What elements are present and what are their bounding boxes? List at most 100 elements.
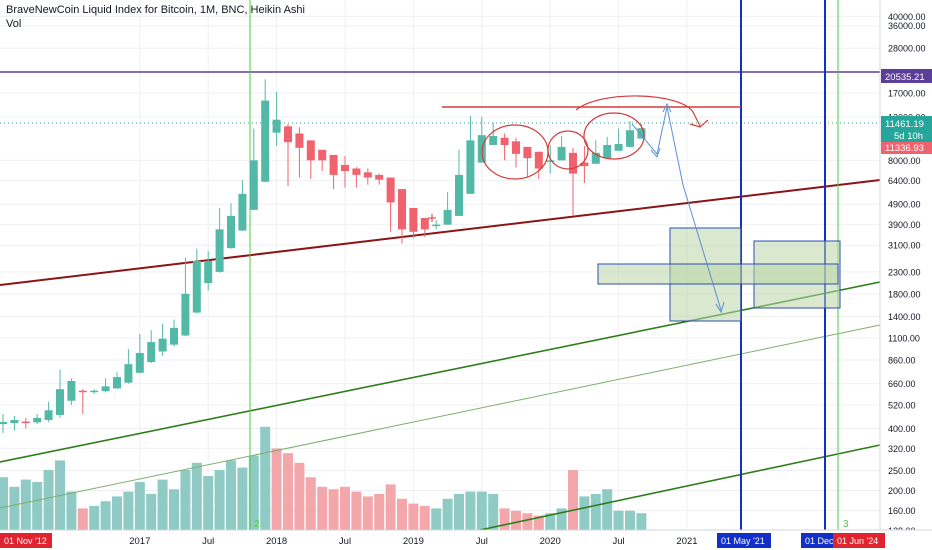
candle-body bbox=[626, 130, 634, 147]
candle-body bbox=[101, 386, 110, 392]
price-axis-label: 400.00 bbox=[888, 424, 916, 434]
volume-bar bbox=[408, 503, 419, 530]
candle-body bbox=[249, 160, 258, 210]
candle-body bbox=[78, 390, 87, 393]
projection-arc bbox=[575, 95, 709, 128]
volume-bar bbox=[579, 496, 590, 530]
candle-body bbox=[238, 193, 247, 231]
volume-bar bbox=[522, 513, 533, 530]
time-flag-bg bbox=[801, 533, 835, 548]
volume-bar bbox=[226, 460, 236, 530]
volume-bar bbox=[556, 508, 567, 530]
time-flag: 01 Nov '12 bbox=[4, 536, 47, 546]
price-axis-label: 8000.00 bbox=[888, 156, 921, 166]
candle-body bbox=[352, 168, 361, 175]
candle-body bbox=[181, 293, 190, 336]
volume-bar bbox=[499, 508, 510, 530]
price-axis-label: 520.00 bbox=[888, 400, 916, 410]
volume-bar bbox=[397, 498, 407, 530]
volume-bar bbox=[146, 494, 157, 530]
candle-body bbox=[500, 137, 509, 145]
volume-bar bbox=[66, 491, 77, 530]
volume-bar bbox=[431, 508, 442, 530]
price-axis-label: 11336.93 bbox=[885, 143, 924, 154]
volume-bar bbox=[203, 476, 214, 530]
price-axis-label: 20535.21 bbox=[885, 72, 925, 83]
volume-bar bbox=[214, 470, 225, 530]
volume-bar bbox=[305, 477, 316, 530]
candle-body bbox=[637, 128, 646, 139]
candle-body bbox=[569, 152, 577, 174]
time-axis-label: Jul bbox=[476, 536, 488, 547]
volume-bar bbox=[89, 506, 100, 530]
candle-body bbox=[523, 146, 532, 159]
volume-bar bbox=[419, 506, 430, 530]
candle-body bbox=[44, 410, 53, 420]
volume-bar bbox=[590, 494, 601, 530]
candle-body bbox=[341, 164, 349, 172]
price-axis-label: 660.00 bbox=[888, 379, 916, 389]
chart-title: BraveNewCoin Liquid Index for Bitcoin, 1… bbox=[6, 4, 305, 16]
volume-bar bbox=[134, 482, 145, 530]
volume-bar bbox=[43, 470, 54, 530]
candle-body bbox=[158, 338, 167, 352]
volume-bar bbox=[636, 513, 647, 530]
volume-bar bbox=[0, 477, 8, 530]
volume-bar bbox=[340, 486, 350, 530]
volume-bar bbox=[465, 491, 476, 530]
volume-bar bbox=[374, 494, 385, 530]
time-flag-bg bbox=[0, 533, 52, 548]
candle-body bbox=[386, 177, 395, 203]
price-axis-label: 1800.00 bbox=[888, 289, 921, 299]
price-axis-label: 17000.00 bbox=[888, 88, 926, 98]
price-axis-label: 11461.19 bbox=[885, 119, 924, 130]
candle-body bbox=[33, 417, 42, 423]
time-axis-label: 2020 bbox=[540, 536, 561, 547]
volume-bar bbox=[488, 494, 499, 530]
price-axis-label: 3900.00 bbox=[888, 220, 921, 230]
volume-bar bbox=[100, 501, 111, 530]
volume-bar bbox=[260, 426, 271, 530]
price-axis-label: 250.00 bbox=[888, 466, 916, 476]
candle-body bbox=[512, 141, 520, 154]
volume-bar bbox=[476, 491, 487, 530]
candlesticks bbox=[0, 79, 646, 434]
candle-body bbox=[420, 218, 429, 230]
volume-bar bbox=[385, 484, 396, 530]
channel-mid-line bbox=[0, 324, 881, 509]
price-axis-label: 320.00 bbox=[888, 444, 916, 454]
volume-bar bbox=[237, 467, 248, 530]
time-axis-label: 2019 bbox=[403, 536, 424, 547]
volume-bar bbox=[328, 489, 339, 530]
candle-body bbox=[363, 172, 372, 178]
candle-body bbox=[295, 133, 304, 148]
candle-body bbox=[261, 100, 270, 182]
volume-bar bbox=[442, 498, 453, 530]
candle-body bbox=[284, 126, 292, 143]
volume-bar bbox=[625, 510, 635, 530]
candle-body bbox=[409, 207, 418, 232]
volume-bar bbox=[511, 510, 521, 530]
volume-bars bbox=[0, 426, 647, 530]
volume-bar bbox=[545, 513, 556, 530]
price-axis-label: 160.00 bbox=[888, 506, 916, 516]
volume-bar bbox=[248, 455, 259, 530]
price-axis-label: 2300.00 bbox=[888, 267, 921, 277]
volume-bar bbox=[20, 479, 31, 530]
candle-body bbox=[591, 152, 600, 164]
candle-body bbox=[124, 364, 133, 383]
price-label-bg bbox=[881, 140, 932, 154]
volume-bar bbox=[351, 491, 362, 530]
time-flag: 01 Jun '24 bbox=[837, 536, 878, 546]
price-axis-label: 4900.00 bbox=[888, 200, 921, 210]
volume-bar bbox=[294, 462, 305, 530]
time-flag-bg bbox=[833, 533, 885, 548]
time-flag: 01 Dec bbox=[805, 536, 834, 546]
candle-body bbox=[489, 136, 498, 145]
time-flag: 01 May '21 bbox=[721, 536, 765, 546]
channel-lower-line bbox=[479, 444, 881, 531]
time-axis-bg bbox=[0, 530, 932, 550]
drawing-label: 3 bbox=[843, 519, 849, 530]
candle-body bbox=[90, 390, 99, 393]
